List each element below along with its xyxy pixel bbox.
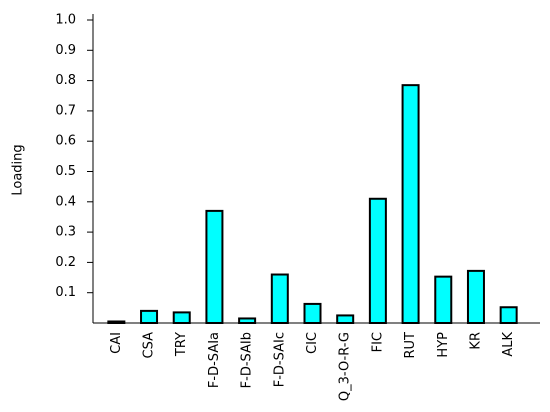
y-tick-label: 0.9 <box>55 43 76 58</box>
bar <box>140 309 159 325</box>
x-tick-label: CSA <box>142 332 157 359</box>
x-tick-label: CAI <box>109 332 124 354</box>
bar <box>107 320 126 324</box>
x-tick-label: RUT <box>403 332 418 359</box>
y-tick-label: 0.8 <box>55 73 76 88</box>
x-tick-label: CIC <box>305 332 320 354</box>
x-tick-label: TRY <box>174 332 189 357</box>
y-axis-label: Loading <box>11 144 26 195</box>
y-tick-label: 0.4 <box>55 194 76 209</box>
bar <box>172 311 191 324</box>
x-tick-label: FIC <box>370 332 385 352</box>
x-tick-label: F-D-SAIc <box>272 332 287 387</box>
y-tick-label: 0.3 <box>55 225 76 240</box>
bar <box>368 197 387 325</box>
bar <box>205 209 224 324</box>
y-tick-label: 0.2 <box>55 255 76 270</box>
bar <box>303 302 322 325</box>
x-tick-label: F-D-SAIa <box>207 332 222 388</box>
x-tick-label: Q_3-O-R-G <box>338 332 353 401</box>
x-tick-label: KR <box>468 332 483 350</box>
x-tick-label: F-D-SAIb <box>240 332 255 388</box>
bar <box>336 314 355 324</box>
x-tick-label: HYP <box>436 332 451 358</box>
bar <box>499 306 518 324</box>
bar <box>238 317 257 324</box>
bar <box>270 273 289 324</box>
bar <box>466 269 485 325</box>
y-tick-label: 0.6 <box>55 134 76 149</box>
x-tick-label: ALK <box>501 332 516 357</box>
y-tick-label: 0.1 <box>55 285 76 300</box>
y-tick-label: 0.5 <box>55 164 76 179</box>
y-tick-label: 0.7 <box>55 103 76 118</box>
bar <box>401 84 420 324</box>
bar <box>434 275 453 324</box>
y-tick-label: 1.0 <box>55 13 76 28</box>
